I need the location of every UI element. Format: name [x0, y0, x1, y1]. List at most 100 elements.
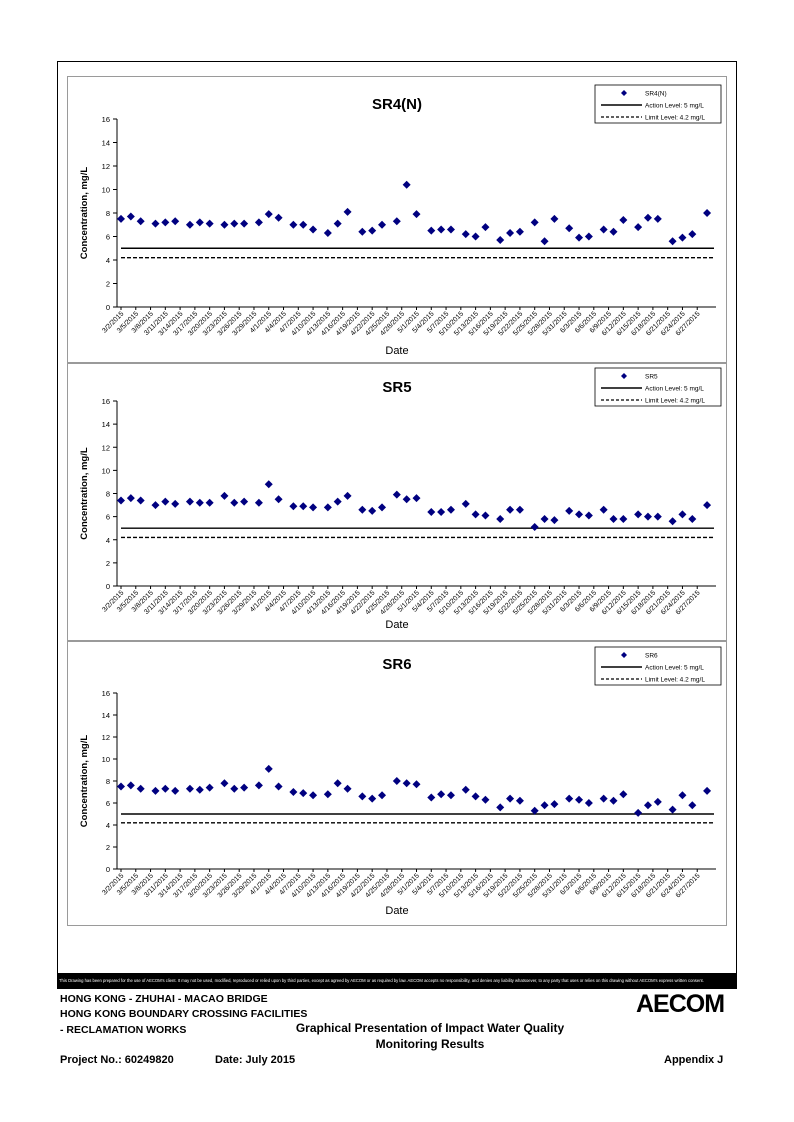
- data-point-marker: [309, 225, 318, 234]
- data-point-marker: [427, 508, 436, 516]
- data-point-marker: [185, 220, 194, 229]
- data-point-marker: [634, 808, 643, 817]
- data-point-marker: [461, 230, 470, 239]
- data-point-marker: [427, 226, 436, 235]
- y-axis-label: Concentration, mg/L: [79, 447, 90, 540]
- drawing-date: Date: July 2015: [215, 1054, 296, 1066]
- chart-title: SR4(N): [372, 96, 422, 113]
- data-point-marker: [264, 480, 273, 489]
- legend-marker-series: [621, 373, 627, 379]
- drawing-title: Graphical Presentation of Impact Water Q…: [270, 1020, 590, 1052]
- data-point-marker: [378, 220, 387, 229]
- data-point-marker: [550, 516, 559, 525]
- data-point-marker: [126, 212, 135, 221]
- legend-label-action: Action Level: 5 mg/L: [645, 386, 704, 393]
- data-point-marker: [599, 225, 608, 234]
- y-tick-label: 12: [102, 733, 110, 742]
- y-tick-label: 16: [102, 397, 110, 406]
- project-line-2: HONG KONG BOUNDARY CROSSING FACILITIES: [60, 1008, 308, 1020]
- data-point-marker: [368, 506, 377, 515]
- data-point-marker: [619, 790, 628, 799]
- y-tick-label: 6: [106, 513, 110, 522]
- data-point-marker: [643, 213, 652, 222]
- x-axis-label: Date: [385, 345, 408, 357]
- data-point-marker: [412, 780, 421, 789]
- chart-title: SR6: [382, 656, 411, 673]
- data-point-marker: [703, 786, 712, 795]
- data-point-marker: [688, 801, 697, 810]
- data-point-marker: [392, 490, 401, 499]
- data-point-marker: [550, 214, 559, 223]
- data-point-marker: [402, 779, 411, 788]
- data-point-marker: [220, 220, 229, 229]
- data-point-marker: [333, 219, 342, 228]
- data-point-marker: [274, 495, 283, 504]
- data-point-marker: [220, 779, 229, 788]
- y-tick-label: 10: [102, 186, 110, 195]
- data-point-marker: [609, 514, 618, 523]
- data-point-marker: [333, 779, 342, 788]
- y-tick-label: 4: [106, 256, 110, 265]
- data-point-marker: [358, 505, 367, 514]
- data-point-marker: [195, 218, 204, 227]
- appendix-label: Appendix J: [664, 1054, 724, 1066]
- data-point-marker: [264, 764, 273, 773]
- data-point-marker: [515, 227, 524, 236]
- data-point-marker: [412, 494, 421, 503]
- data-point-marker: [195, 498, 204, 507]
- data-point-marker: [653, 797, 662, 806]
- data-point-marker: [151, 219, 160, 228]
- x-axis-label: Date: [385, 905, 408, 917]
- data-point-marker: [446, 505, 455, 514]
- data-point-marker: [171, 499, 180, 508]
- data-point-marker: [117, 496, 125, 505]
- data-point-marker: [565, 794, 574, 803]
- data-point-marker: [136, 217, 145, 226]
- data-point-marker: [565, 506, 574, 515]
- data-point-marker: [575, 233, 584, 242]
- data-point-marker: [619, 216, 628, 225]
- data-point-marker: [230, 498, 239, 507]
- data-point-marker: [161, 218, 170, 227]
- y-tick-label: 8: [106, 490, 110, 499]
- data-point-marker: [540, 514, 549, 523]
- data-point-marker: [584, 511, 593, 520]
- data-point-marker: [530, 806, 539, 815]
- data-point-marker: [550, 800, 559, 809]
- data-point-marker: [575, 510, 584, 519]
- data-point-marker: [540, 801, 549, 810]
- data-point-marker: [323, 228, 332, 237]
- data-point-marker: [274, 213, 283, 222]
- data-point-marker: [506, 228, 515, 237]
- data-point-marker: [161, 497, 170, 506]
- data-point-marker: [299, 789, 308, 798]
- legend-label-action: Action Level: 5 mg/L: [645, 103, 704, 110]
- data-point-marker: [254, 781, 263, 790]
- data-point-marker: [437, 225, 446, 234]
- data-point-marker: [230, 784, 239, 793]
- legend-label-series: SR5: [645, 374, 658, 381]
- y-tick-label: 0: [106, 582, 110, 591]
- data-point-marker: [126, 781, 135, 790]
- data-point-marker: [643, 512, 652, 521]
- data-point-marker: [289, 788, 298, 796]
- data-point-marker: [643, 801, 652, 810]
- data-point-marker: [584, 799, 593, 807]
- data-point-marker: [506, 505, 515, 514]
- data-point-marker: [358, 227, 367, 236]
- data-point-marker: [289, 220, 298, 229]
- data-point-marker: [446, 791, 455, 800]
- y-tick-label: 4: [106, 821, 110, 830]
- data-point-marker: [461, 499, 470, 508]
- data-point-marker: [688, 514, 697, 523]
- data-point-marker: [496, 236, 505, 245]
- data-point-marker: [378, 503, 387, 512]
- data-point-marker: [703, 209, 712, 217]
- data-point-marker: [653, 214, 662, 223]
- data-point-marker: [264, 210, 273, 219]
- data-point-marker: [634, 223, 643, 232]
- data-point-marker: [515, 505, 524, 514]
- data-point-marker: [274, 782, 283, 791]
- y-tick-label: 2: [106, 559, 110, 568]
